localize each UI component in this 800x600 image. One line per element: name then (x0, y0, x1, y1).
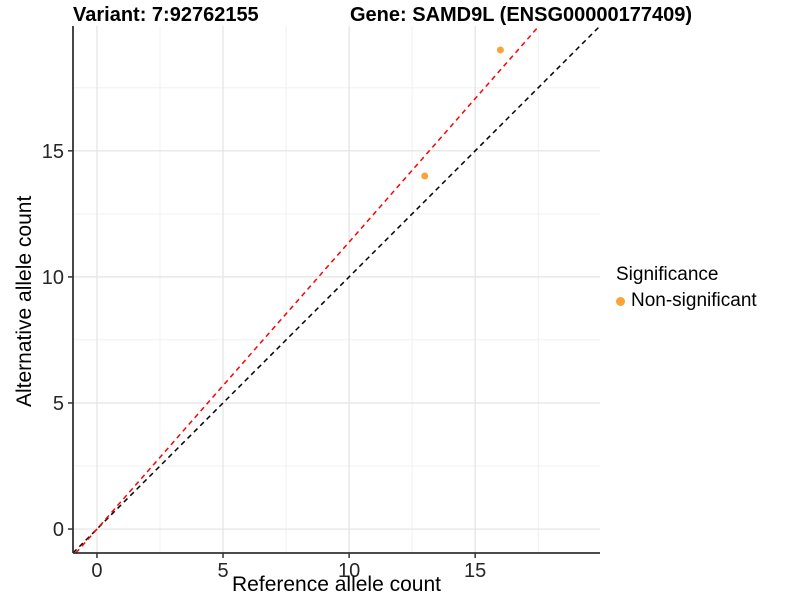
y-tick-label: 15 (42, 141, 64, 163)
data-point (496, 46, 504, 54)
variant-title: Variant: 7:92762155 (73, 4, 259, 26)
y-axis-title: Alternative allele count (13, 195, 36, 407)
y-tick-label: 5 (53, 393, 64, 415)
legend: Significance Non-significant (616, 264, 757, 312)
expected-ratio-line (75, 25, 540, 554)
x-axis-title: Reference allele count (232, 573, 441, 596)
legend-item-label: Non-significant (631, 290, 757, 311)
y-tick-label: 0 (53, 519, 64, 541)
x-tick-label: 15 (464, 560, 486, 582)
legend-title: Significance (616, 264, 719, 285)
x-tick-label: 10 (338, 560, 360, 582)
data-point (421, 172, 429, 180)
identity-line (72, 25, 601, 554)
legend-marker-icon (616, 296, 625, 306)
gene-title: Gene: SAMD9L (ENSG00000177409) (350, 4, 693, 26)
x-tick-label: 0 (91, 560, 102, 582)
legend-item: Non-significant (616, 290, 757, 312)
y-tick-label: 10 (42, 267, 64, 289)
x-tick-label: 5 (217, 560, 228, 582)
